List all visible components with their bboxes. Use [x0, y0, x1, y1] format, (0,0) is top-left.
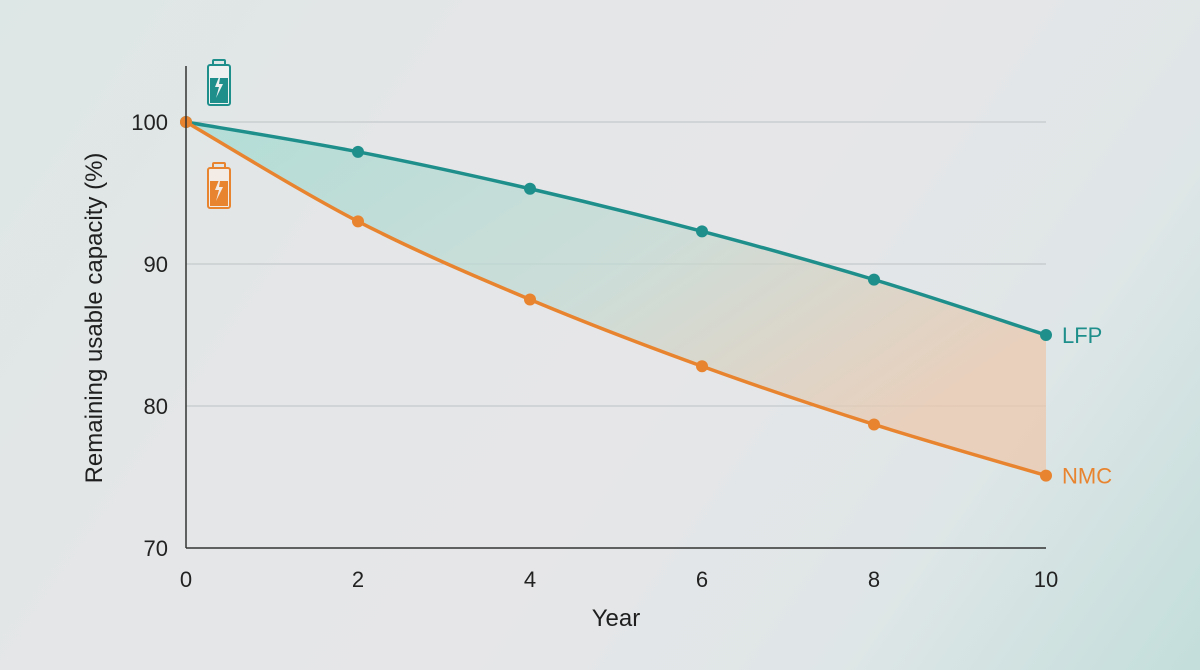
lfp-point — [352, 145, 364, 158]
nmc-series-label: NMC — [1062, 464, 1112, 489]
y-tick-label: 90 — [144, 252, 168, 277]
lfp-point — [1040, 329, 1052, 341]
axes — [185, 66, 1046, 549]
x-tick-label: 6 — [696, 567, 708, 592]
nmc-point — [352, 215, 364, 228]
lfp-point — [868, 273, 880, 286]
x-tick-label: 0 — [180, 567, 192, 592]
x-tick-label: 8 — [868, 567, 880, 592]
y-tick-label: 70 — [144, 536, 168, 561]
gap-area — [186, 122, 1046, 476]
nmc-line — [184, 120, 1048, 478]
tick-labels: 0 2 4 6 8 10 70 80 90 100 — [131, 110, 1058, 592]
nmc-point — [1040, 469, 1052, 482]
y-tick-label: 80 — [144, 394, 168, 419]
x-tick-label: 10 — [1034, 567, 1058, 592]
lfp-battery-icon — [207, 59, 231, 106]
x-tick-label: 2 — [352, 567, 364, 592]
x-axis-title: Year — [592, 605, 641, 632]
lfp-point — [696, 225, 708, 238]
nmc-point — [868, 418, 880, 431]
lfp-point — [524, 182, 536, 195]
nmc-point — [524, 293, 536, 306]
nmc-point — [696, 360, 708, 373]
lfp-line — [184, 120, 1048, 337]
nmc-battery-icon — [207, 162, 231, 209]
legend-icons — [207, 59, 231, 209]
series-lines: LFP NMC — [180, 116, 1112, 489]
y-tick-label: 100 — [131, 110, 168, 135]
x-tick-label: 4 — [524, 567, 536, 592]
y-axis-title: Remaining usable capacity (%) — [81, 153, 108, 484]
lfp-series-label: LFP — [1062, 323, 1102, 348]
